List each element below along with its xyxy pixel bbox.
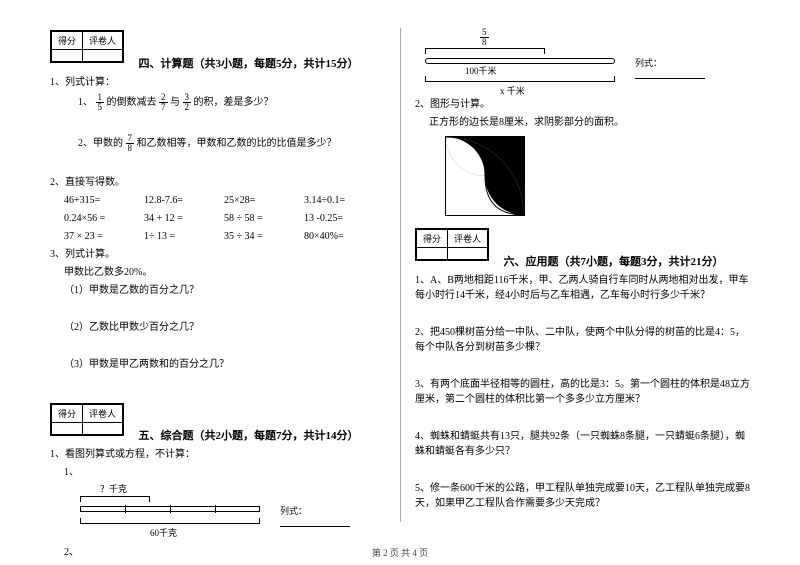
r-q2: 2、图形与计算。 (415, 97, 750, 112)
s6-q5: 5、修一条600千米的公路，甲工程队单独完成要10天，乙工程队单独完成要8天，如… (415, 481, 750, 511)
text: 和乙数相等，甲数和乙数的比的比值是多少？ (137, 138, 337, 149)
s6-q3: 3、有两个底面半径相等的圆柱，高的比是3：5。第一个圆柱的体积是48立方厘米，第… (415, 377, 750, 407)
fraction: 15 (96, 93, 105, 112)
diagram-1: ？千克 60千克 列式： (80, 486, 280, 542)
s4-q3-2: （2）乙数比甲数少百分之几？ (50, 320, 386, 335)
formula: 列式： (635, 56, 705, 81)
section5-title: 五、综合题（共2小题，每题7分，共计14分） (139, 427, 359, 443)
label: x 千米 (500, 84, 525, 97)
arith: 1÷ 13 = (144, 229, 224, 244)
s4-q3-head: 甲数比乙数多20%。 (50, 265, 386, 280)
arith: 35 ÷ 34 = (224, 229, 304, 244)
s4-q3-1: （1）甲数是乙数的百分之几？ (50, 283, 386, 298)
shape-diagram (445, 136, 525, 216)
s6-q4: 4、蜘蛛和蜻蜓共有13只，腿共92条（一只蜘蛛8条腿，一只蜻蜓6条腿），蜘蛛和蜻… (415, 429, 750, 459)
arith: 46+315= (64, 193, 144, 208)
s5-q1: 1、看图列算式或方程，不计算： (50, 447, 386, 462)
grader-label: 评卷人 (83, 404, 123, 422)
section4-header: 得分 评卷人 四、计算题（共3小题，每题5分，共计15分） (50, 28, 386, 71)
s4-q3: 3、列式计算。 (50, 247, 386, 262)
arith: 80×40%= (304, 229, 384, 244)
grader-label: 评卷人 (448, 230, 488, 248)
arith: 37 × 23 = (64, 229, 144, 244)
score-box: 得分 评卷人 (415, 228, 489, 261)
fraction: 27 (159, 93, 168, 112)
score-label: 得分 (52, 32, 83, 50)
r-q2-text: 正方形的边长是8厘米，求阴影部分的面积。 (415, 115, 750, 130)
text: 1、 (78, 97, 93, 108)
score-label: 得分 (52, 404, 83, 422)
section6-title: 六、应用题（共7小题，每题3分，共计21分） (504, 253, 724, 269)
text: 列式： (280, 506, 307, 516)
fraction: 78 (126, 134, 135, 153)
arith: 58 ÷ 58 = (224, 211, 304, 226)
arith: 3.14÷0.1= (304, 193, 384, 208)
arith-block: 46+315=12.8-7.6=25×28=3.14÷0.1= 0.24×56 … (50, 193, 386, 244)
s4-q1-2: 2、甲数的 78 和乙数相等，甲数和乙数的比的比值是多少？ (50, 134, 386, 153)
s4-q1-1: 1、 15 的倒数减去 27 与 32 的积，差是多少？ (50, 93, 386, 112)
s6-q2: 2、把450棵树苗分给一中队、二中队，使两个中队分得的树苗的比是4：5，每个中队… (415, 325, 750, 355)
text: 2、甲数的 (78, 138, 123, 149)
score-label: 得分 (417, 230, 448, 248)
s6-q1: 1、A、B两地相距116千米，甲、乙两人骑自行车同时从两地相对出发，甲车每小时行… (415, 273, 750, 303)
s4-q3-3: （3）甲数是甲乙两数和的百分之几？ (50, 357, 386, 372)
arith: 34 + 12 = (144, 211, 224, 226)
arith: 12.8-7.6= (144, 193, 224, 208)
diagram-2: 58 100千米 x 千米 列式： (425, 34, 685, 94)
s5-sub1: 1、 (50, 465, 386, 480)
label: ？千克 (100, 482, 127, 495)
s4-q1: 1、列式计算： (50, 75, 386, 90)
grader-label: 评卷人 (83, 32, 123, 50)
formula: 列式： (280, 504, 350, 529)
text: 列式： (635, 58, 662, 68)
label: 60千克 (150, 526, 177, 539)
section5-header: 得分 评卷人 五、综合题（共2小题，每题7分，共计14分） (50, 401, 386, 444)
page: 得分 评卷人 四、计算题（共3小题，每题5分，共计15分） 1、列式计算： 1、… (0, 0, 800, 542)
arith: 25×28= (224, 193, 304, 208)
score-box: 得分 评卷人 (50, 403, 124, 436)
fraction: 32 (183, 93, 192, 112)
section6-header: 得分 评卷人 六、应用题（共7小题，每题3分，共计21分） (415, 226, 750, 269)
section4-title: 四、计算题（共3小题，每题5分，共计15分） (139, 55, 359, 71)
s4-q2: 2、直接写得数。 (50, 175, 386, 190)
page-footer: 第 2 页 共 4 页 (0, 546, 800, 559)
left-column: 得分 评卷人 四、计算题（共3小题，每题5分，共计15分） 1、列式计算： 1、… (50, 28, 400, 522)
text: 的积，差是多少？ (194, 97, 274, 108)
score-box: 得分 评卷人 (50, 30, 124, 63)
arith: 0.24×56 = (64, 211, 144, 226)
text: 与 (170, 97, 180, 108)
arith: 13 -0.25= (304, 211, 384, 226)
fraction: 58 (480, 28, 489, 47)
right-column: 58 100千米 x 千米 列式： 2、图形与计算。 正方形的边长是8厘米，求阴… (400, 28, 750, 522)
text: 的倒数减去 (107, 97, 157, 108)
